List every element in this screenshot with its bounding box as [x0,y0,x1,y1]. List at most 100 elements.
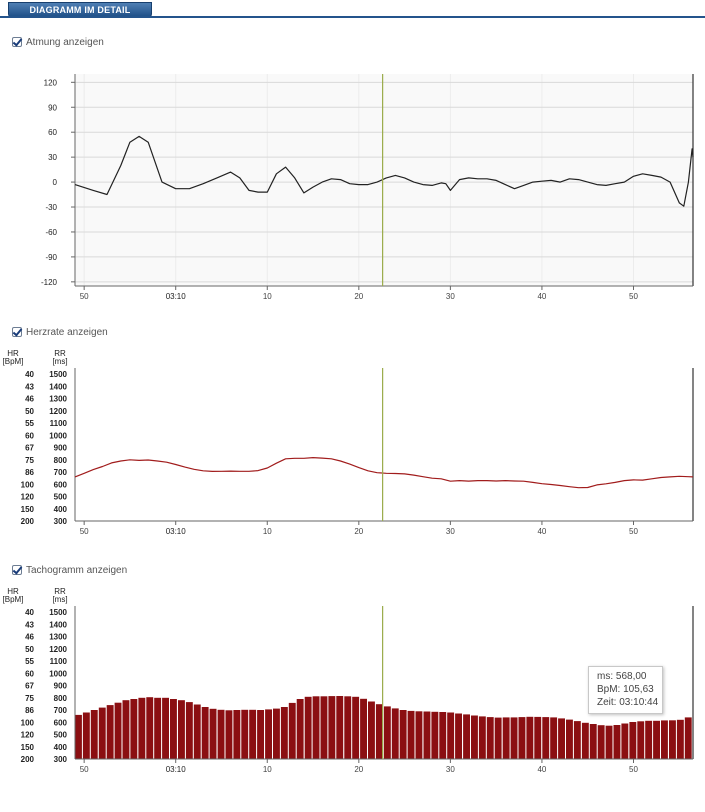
hr-axis-header: HR [7,349,19,358]
rr-tick-label: 1200 [49,645,67,654]
tachogram-bar [542,717,550,759]
rr-tick-label: 1000 [49,669,67,678]
toggle-herzrate[interactable]: Herzrate anzeigen [12,325,108,339]
header-divider [0,16,705,18]
x-tick-label: 10 [263,765,272,774]
tachogram-bar [407,710,415,759]
y-tick-label: 0 [53,178,58,187]
tachogram-bar [653,720,660,759]
tachogram-bar [566,719,573,759]
hr-tick-label: 40 [25,608,34,617]
tachogram-bar [423,711,431,759]
rr-tick-label: 1300 [49,395,67,404]
tachogram-bar [526,716,534,759]
tachogram-bar [249,709,257,759]
rr-tick-label: 1200 [49,407,67,416]
tachogram-bar [486,717,494,759]
hr-axis-unit: [BpM] [3,595,24,604]
tachogram-bar [360,698,367,759]
y-tick-label: 30 [48,153,57,162]
tachogram-bar [170,699,177,759]
rr-tick-label: 400 [54,505,68,514]
x-tick-label: 10 [263,527,272,536]
rr-tick-label: 700 [54,468,68,477]
hr-tick-label: 43 [25,620,34,629]
tachogram-bar [669,720,676,759]
tachogram-bar [130,699,138,759]
x-tick-label: 10 [263,292,272,301]
tachogram-bar [383,706,391,759]
tachogram-bar [344,696,352,759]
checkbox-atmung[interactable] [12,37,22,47]
tachogram-bar [676,719,684,759]
tachogram-bar [257,710,264,759]
rr-tick-label: 1500 [49,608,67,617]
rr-tick-label: 1100 [50,657,68,666]
checkbox-herzrate[interactable] [12,327,22,337]
y-tick-label: -90 [45,253,57,262]
tachogram-bar [114,702,122,759]
x-tick-label: 50 [629,527,638,536]
rr-axis-header: RR [54,349,66,358]
hr-tick-label: 46 [25,395,34,404]
tachogram-bar [573,721,581,759]
toggle-atmung[interactable]: Atmung anzeigen [12,35,104,49]
tachogram-bar [439,712,447,759]
hr-tick-label: 67 [25,444,34,453]
y-tick-label: 90 [48,103,57,112]
rr-tick-label: 1300 [49,633,67,642]
tachogram-bar [368,701,375,759]
x-tick-label: 20 [354,765,363,774]
tachogram-bar [581,722,589,759]
tachogram-bar [471,715,478,759]
x-tick-label: 50 [80,527,89,536]
rr-axis-unit: [ms] [52,595,67,604]
x-tick-label: 30 [446,292,455,301]
hr-tick-label: 100 [21,480,35,489]
tachogram-bar [550,717,558,759]
rr-tick-label: 800 [54,694,68,703]
hr-tick-label: 86 [25,468,34,477]
rr-tick-label: 400 [54,743,68,752]
hr-tick-label: 86 [25,706,34,715]
hr-tick-label: 55 [25,657,34,666]
tachogram-bar [645,720,653,759]
tachogram-bar [265,709,272,759]
tooltip-bpm: BpM: 105,63 [597,684,654,695]
tachogram-bar [320,696,328,759]
tachogram-bar [146,697,154,759]
checkbox-tachogramm[interactable] [12,565,22,575]
hr-tick-label: 75 [25,694,34,703]
tachogram-bar [518,717,526,759]
tooltip: ms: 568,00 BpM: 105,63 Zeit: 03:10:44 [588,666,663,714]
hr-tick-label: 60 [25,669,34,678]
tachogram-bar [288,702,296,759]
x-tick-label: 50 [629,292,638,301]
toggle-tachogramm[interactable]: Tachogramm anzeigen [12,563,127,577]
x-tick-label: 50 [80,292,89,301]
heart-rate-series-line [74,457,694,489]
tachogram-bar [336,696,344,759]
tachogram-bar [233,710,241,759]
x-tick-label: 03:10 [166,765,187,774]
rr-tick-label: 1000 [49,431,67,440]
rr-tick-label: 500 [54,493,68,502]
tachogram-bar [241,709,249,759]
y-tick-label: -60 [45,228,57,237]
hr-tick-label: 55 [25,419,34,428]
tachogram-bar [154,697,162,759]
rr-tick-label: 1100 [50,419,68,428]
tachogram-bar [415,711,423,759]
rr-tick-label: 800 [54,456,68,465]
rr-tick-label: 300 [54,517,68,526]
rr-tick-label: 1400 [49,620,67,629]
rr-tick-label: 700 [54,706,68,715]
tachogram-bar [534,716,542,759]
x-tick-label: 40 [537,765,546,774]
y-tick-label: -30 [45,203,57,212]
hr-tick-label: 150 [21,505,35,514]
x-tick-label: 40 [537,292,546,301]
tachogram-bar [629,722,637,759]
hr-tick-label: 120 [21,493,35,502]
